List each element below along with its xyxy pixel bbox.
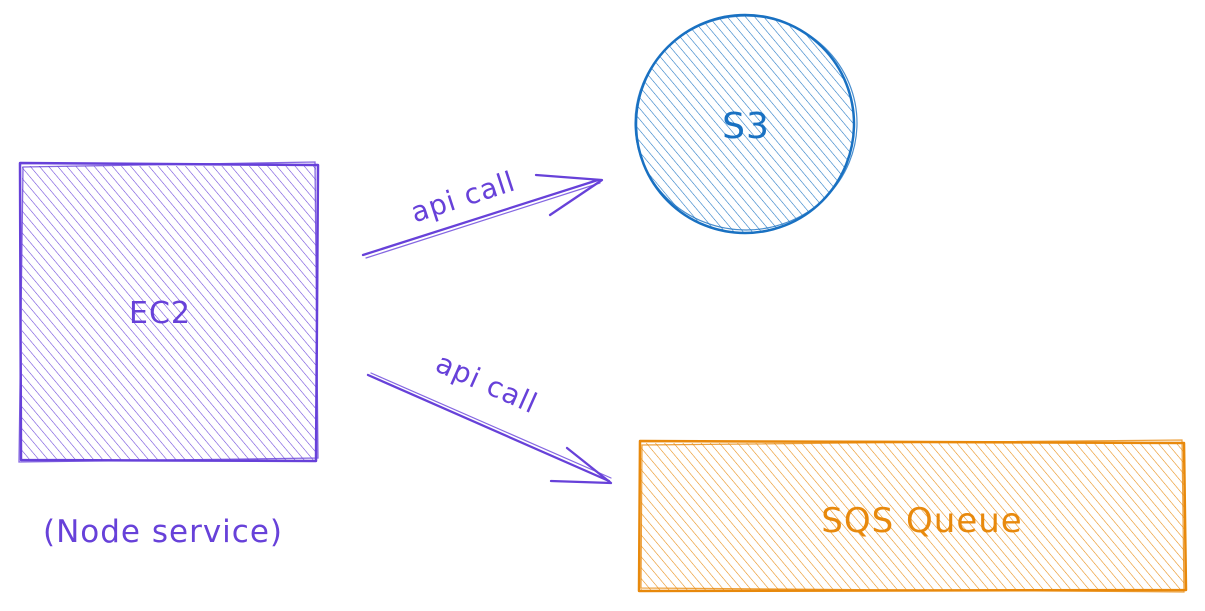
edge-ec2-s3-label: api call xyxy=(407,165,520,230)
edge-ec2-s3-line-sketch xyxy=(365,182,601,259)
sqs-box xyxy=(641,443,1184,591)
ec2-node[interactable]: EC2 xyxy=(18,161,320,463)
edge-ec2-sqs[interactable]: api call xyxy=(366,346,613,485)
ec2-box xyxy=(22,166,316,460)
edge-ec2-s3-arrowhead xyxy=(534,173,604,217)
s3-circle-sketch xyxy=(634,15,858,231)
s3-circle xyxy=(634,13,856,235)
s3-node[interactable]: S3 xyxy=(634,13,858,235)
ec2-box-outline-sketch xyxy=(18,161,319,463)
edge-ec2-sqs-line-sketch xyxy=(370,372,612,479)
edge-ec2-s3-line xyxy=(361,178,600,257)
ec2-caption: (Node service) xyxy=(43,514,283,550)
sqs-node[interactable]: SQS Queue xyxy=(637,439,1188,593)
sqs-box-outline xyxy=(637,439,1188,593)
edge-ec2-sqs-arrowhead xyxy=(549,446,613,485)
s3-label: S3 xyxy=(722,106,770,147)
edge-ec2-sqs-line xyxy=(366,373,611,483)
ec2-label: EC2 xyxy=(129,296,191,331)
edge-ec2-s3[interactable]: api call xyxy=(361,165,604,259)
sqs-label: SQS Queue xyxy=(821,501,1022,541)
sqs-box-outline-sketch xyxy=(640,439,1185,593)
